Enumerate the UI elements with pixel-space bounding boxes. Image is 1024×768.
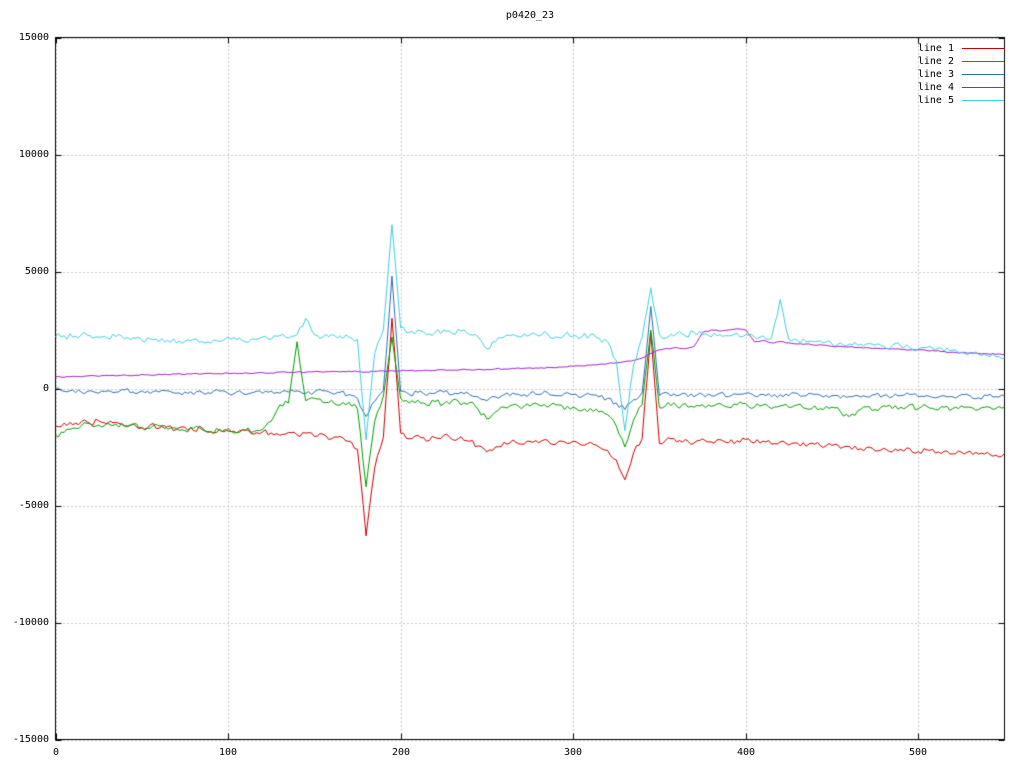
y-tick-label: -10000 (12, 617, 49, 628)
legend-line-sample (962, 74, 1004, 75)
legend-label: line 5 (917, 94, 954, 106)
y-tick-label: 15000 (18, 32, 49, 43)
x-tick-label: 0 (52, 747, 60, 758)
x-tick-label: 400 (736, 747, 756, 758)
legend-label: line 1 (917, 42, 954, 54)
legend-entry: line 2 (918, 55, 1004, 68)
legend-entry: line 4 (918, 81, 1004, 94)
legend-entry: line 3 (918, 68, 1004, 81)
legend-label: line 2 (917, 55, 954, 67)
legend: line 1 line 2 line 3 line 4 line 5 (918, 42, 1004, 107)
legend-label: line 4 (917, 81, 954, 93)
y-tick-label: -15000 (12, 734, 49, 745)
legend-line-sample (962, 87, 1004, 88)
y-tick-label: 5000 (24, 266, 49, 277)
legend-entry: line 5 (918, 94, 1004, 107)
legend-entry: line 1 (918, 42, 1004, 55)
x-tick-label: 500 (908, 747, 928, 758)
y-tick-label: 0 (42, 383, 49, 394)
x-tick-label: 200 (391, 747, 411, 758)
legend-line-sample (962, 100, 1004, 101)
legend-label: line 3 (917, 68, 954, 80)
legend-line-sample (962, 48, 1004, 49)
chart-title: p0420_23 (505, 10, 555, 21)
y-tick-label: -5000 (18, 500, 49, 511)
y-tick-label: 10000 (18, 149, 49, 160)
x-tick-label: 100 (218, 747, 238, 758)
x-tick-label: 300 (563, 747, 583, 758)
legend-line-sample (962, 61, 1004, 62)
